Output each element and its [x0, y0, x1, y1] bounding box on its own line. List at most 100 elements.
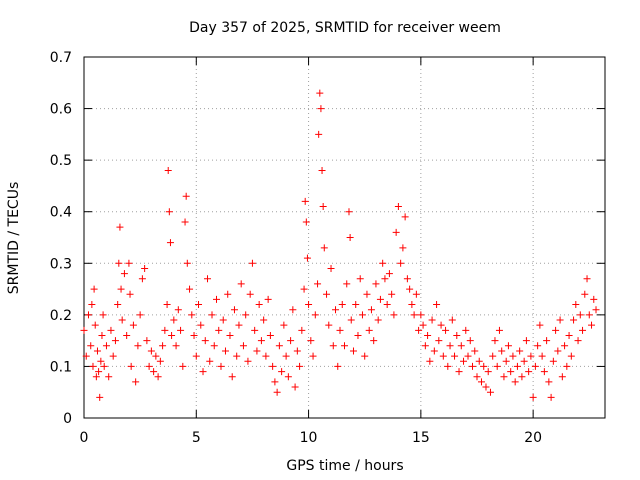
data-point	[126, 290, 134, 298]
data-point	[518, 373, 526, 381]
data-point	[439, 352, 447, 360]
data-point	[383, 301, 391, 309]
data-point	[96, 393, 104, 401]
data-point	[138, 275, 146, 283]
data-point	[115, 259, 123, 267]
data-point	[87, 342, 95, 350]
data-point	[183, 259, 191, 267]
data-point	[471, 347, 479, 355]
data-point	[549, 357, 557, 365]
data-point	[367, 306, 375, 314]
data-point	[120, 270, 128, 278]
data-point	[484, 368, 492, 376]
data-point	[262, 352, 270, 360]
x-axis-label: GPS time / hours	[286, 458, 403, 474]
data-point	[177, 326, 185, 334]
data-point	[88, 301, 96, 309]
y-axis-label: SRMTID / TECUs	[6, 182, 22, 295]
data-point	[579, 326, 587, 334]
data-point	[473, 373, 481, 381]
data-point	[89, 362, 97, 370]
data-point	[170, 316, 178, 324]
data-point	[132, 378, 140, 386]
axis-ticks	[83, 56, 605, 419]
data-point	[82, 352, 90, 360]
data-point	[374, 316, 382, 324]
data-point	[316, 89, 324, 97]
data-point	[230, 306, 238, 314]
data-point	[329, 342, 337, 350]
data-point	[210, 342, 218, 350]
data-point	[311, 311, 319, 319]
data-point	[253, 347, 261, 355]
data-point	[134, 342, 142, 350]
data-point	[199, 368, 207, 376]
data-points	[80, 89, 600, 401]
data-point	[296, 362, 304, 370]
data-point	[388, 290, 396, 298]
data-point	[563, 362, 571, 370]
data-point	[493, 362, 501, 370]
y-tick-label: 0	[63, 411, 72, 427]
x-tick-label: 20	[524, 430, 542, 446]
data-point	[188, 311, 196, 319]
data-point	[109, 352, 117, 360]
data-point	[464, 352, 472, 360]
data-point	[145, 362, 153, 370]
data-point	[552, 326, 560, 334]
data-point	[525, 368, 533, 376]
data-point	[588, 321, 596, 329]
data-point	[511, 378, 519, 386]
data-point	[385, 270, 393, 278]
data-point	[266, 331, 274, 339]
data-point	[244, 357, 252, 365]
data-point	[164, 166, 172, 174]
y-tick-label: 0.6	[50, 102, 72, 118]
data-point	[174, 306, 182, 314]
data-point	[453, 331, 461, 339]
data-point	[90, 285, 98, 293]
data-point	[163, 301, 171, 309]
data-point	[469, 362, 477, 370]
data-point	[349, 347, 357, 355]
data-point	[448, 316, 456, 324]
data-point	[129, 321, 137, 329]
x-tick-label: 0	[80, 430, 89, 446]
data-point	[91, 321, 99, 329]
data-point	[291, 383, 299, 391]
data-point	[446, 342, 454, 350]
data-point	[442, 326, 450, 334]
data-point	[307, 337, 315, 345]
data-point	[197, 321, 205, 329]
data-point	[92, 373, 100, 381]
data-point	[136, 311, 144, 319]
data-point	[195, 301, 203, 309]
data-point	[237, 280, 245, 288]
data-point	[271, 378, 279, 386]
data-point	[486, 388, 494, 396]
data-point	[273, 388, 281, 396]
data-point	[361, 352, 369, 360]
data-point	[226, 331, 234, 339]
data-point	[102, 342, 110, 350]
data-point	[98, 331, 106, 339]
data-point	[275, 342, 283, 350]
data-point	[428, 316, 436, 324]
y-tick-label: 0.7	[50, 50, 72, 66]
data-point	[107, 326, 115, 334]
data-point	[346, 234, 354, 241]
data-point	[233, 352, 241, 360]
data-point	[315, 130, 323, 138]
data-point	[100, 362, 108, 370]
data-point	[451, 352, 459, 360]
data-point	[399, 244, 407, 252]
data-point	[93, 347, 101, 355]
data-point	[127, 362, 135, 370]
data-point	[116, 223, 124, 231]
data-point	[143, 337, 151, 345]
data-point	[201, 337, 209, 345]
data-point	[435, 337, 443, 345]
data-point	[504, 342, 512, 350]
data-point	[590, 295, 598, 303]
data-point	[208, 311, 216, 319]
